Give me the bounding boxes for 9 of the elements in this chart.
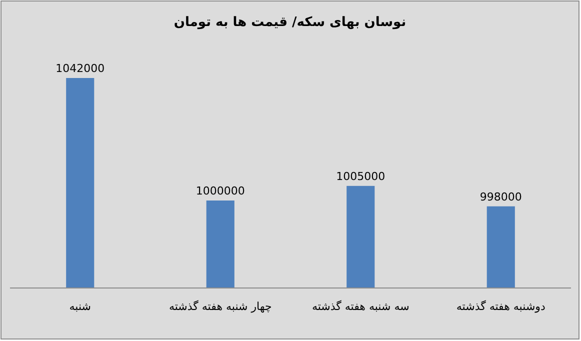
x-tick-label: چهار شنبه هفته گذشته <box>168 300 272 313</box>
chart-title: نوسان بهای سکه/ قیمت ها به تومان <box>174 15 406 30</box>
x-tick-label: سه شنبه هفته گذشته <box>312 300 410 313</box>
x-tick-label: شنبه <box>69 300 92 313</box>
data-label: 998000 <box>480 190 522 204</box>
data-label: 1005000 <box>336 170 386 183</box>
data-label: 1000000 <box>196 184 245 198</box>
data-label: 1042000 <box>56 62 105 75</box>
x-tick-label: دوشنبه هفته گذشته <box>456 300 546 313</box>
